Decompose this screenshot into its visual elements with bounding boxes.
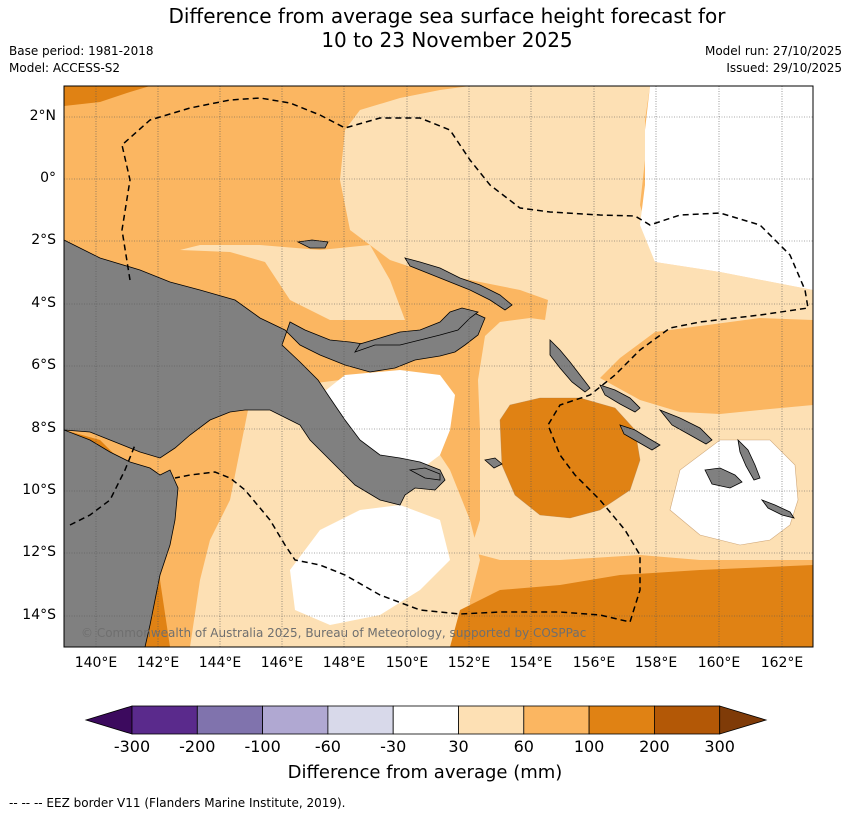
anomaly-fill-neutral-solomon: [670, 440, 798, 545]
eez-borders: [69, 97, 809, 623]
latitude-label: 10°S: [22, 482, 56, 498]
colorbar-title: Difference from average (mm): [287, 762, 563, 783]
meta-left: Base period: 1981-2018 Model: ACCESS-S2: [9, 43, 154, 77]
land-makira: [760, 499, 795, 519]
colorbar-segment: [262, 705, 329, 735]
model-name: Model: ACCESS-S2: [9, 61, 121, 75]
longitude-label: 160°E: [697, 655, 741, 671]
colorbar-segment: [654, 705, 721, 735]
colorbar-segment: [392, 705, 459, 735]
colorbar-tick-label: -60: [314, 737, 341, 756]
map-title: Difference from average sea surface heig…: [0, 4, 850, 52]
latitude-label: 8°S: [31, 420, 56, 436]
colorbar-segment: [523, 705, 590, 735]
longitude-label: 150°E: [385, 655, 429, 671]
contour-lines: [499, 397, 799, 546]
colorbar-extend-high: [719, 705, 768, 735]
anomaly-fill-30-60: [340, 86, 813, 560]
latitude-label: 2°S: [31, 232, 56, 248]
land-manus: [296, 239, 329, 249]
map-area: [64, 86, 813, 647]
land-new-georgia: [619, 424, 661, 451]
colorbar-tick-label: -100: [244, 737, 281, 756]
anomaly-fill-100-200-east: [500, 398, 640, 518]
latitude-label: 4°S: [31, 295, 56, 311]
colorbar: [84, 705, 768, 735]
longitude-label: 146°E: [260, 655, 304, 671]
colorbar-segment: [588, 705, 655, 735]
longitude-label: 156°E: [572, 655, 616, 671]
copyright-notice: © Commonwealth of Australia 2025, Bureau…: [81, 626, 587, 640]
colorbar-tick-label: -300: [113, 737, 151, 756]
colorbar-tick-label: 300: [704, 737, 735, 756]
longitude-label: 162°E: [760, 655, 804, 671]
colorbar-tick-label: 30: [448, 737, 469, 756]
map-frame: [63, 85, 814, 648]
anomaly-fill-neutral-ne: [640, 86, 813, 290]
longitude-label: 142°E: [136, 655, 180, 671]
longitude-label: 152°E: [447, 655, 491, 671]
base-period: Base period: 1981-2018: [9, 44, 154, 58]
land-dentrecasteaux: [484, 457, 503, 469]
land-malaita: [737, 438, 761, 481]
land-new-guinea: [64, 239, 486, 506]
title-line-2: 10 to 23 November 2025: [321, 28, 573, 52]
land-choiseul: [599, 384, 641, 413]
colorbar-segment: [131, 705, 198, 735]
land-new-ireland: [404, 257, 513, 311]
eez-legend-note: -- -- -- EEZ border V11 (Flanders Marine…: [9, 796, 346, 810]
land-guadalcanal: [704, 467, 743, 489]
longitude-label: 144°E: [198, 655, 242, 671]
latitude-label: 0°: [40, 170, 56, 186]
longitude-label: 148°E: [322, 655, 366, 671]
longitude-label: 140°E: [74, 655, 118, 671]
eez-australia: [69, 444, 136, 526]
issued-date: Issued: 29/10/2025: [726, 61, 842, 75]
latitude-label: 12°S: [22, 544, 56, 560]
longitude-label: 158°E: [634, 655, 678, 671]
longitude-label: 154°E: [509, 655, 553, 671]
meta-right: Model run: 27/10/2025 Issued: 29/10/2025: [705, 43, 842, 77]
colorbar-segment: [196, 705, 264, 735]
graticule: [64, 86, 813, 647]
land-new-britain: [354, 307, 479, 353]
latitude-label: 14°S: [22, 607, 56, 623]
colorbar-tick-label: -200: [179, 737, 216, 756]
colorbar-tick-label: 60: [513, 737, 534, 756]
anomaly-fill-100-200-southeast: [450, 565, 813, 647]
land-santa-isabel: [658, 409, 713, 445]
colorbar-tick-label: 200: [639, 737, 670, 756]
colorbar-extend-low: [84, 705, 133, 735]
colorbar-tick-label: 100: [573, 737, 605, 756]
colorbar-segment: [327, 705, 394, 735]
title-line-1: Difference from average sea surface heig…: [168, 4, 726, 28]
land-australia: [64, 429, 179, 647]
latitude-label: 2°N: [29, 108, 56, 124]
anomaly-fill-30-60-west: [180, 245, 405, 320]
colorbar-tick-label: -30: [380, 737, 407, 756]
land-louisiade: [408, 467, 441, 481]
colorbar-segment: [458, 705, 525, 735]
model-run: Model run: 27/10/2025: [704, 44, 842, 58]
eez-png: [121, 97, 809, 623]
anomaly-fill-100-200-north: [64, 86, 150, 106]
anomaly-fill-neutral-coral: [290, 505, 450, 625]
latitude-label: 6°S: [31, 357, 56, 373]
